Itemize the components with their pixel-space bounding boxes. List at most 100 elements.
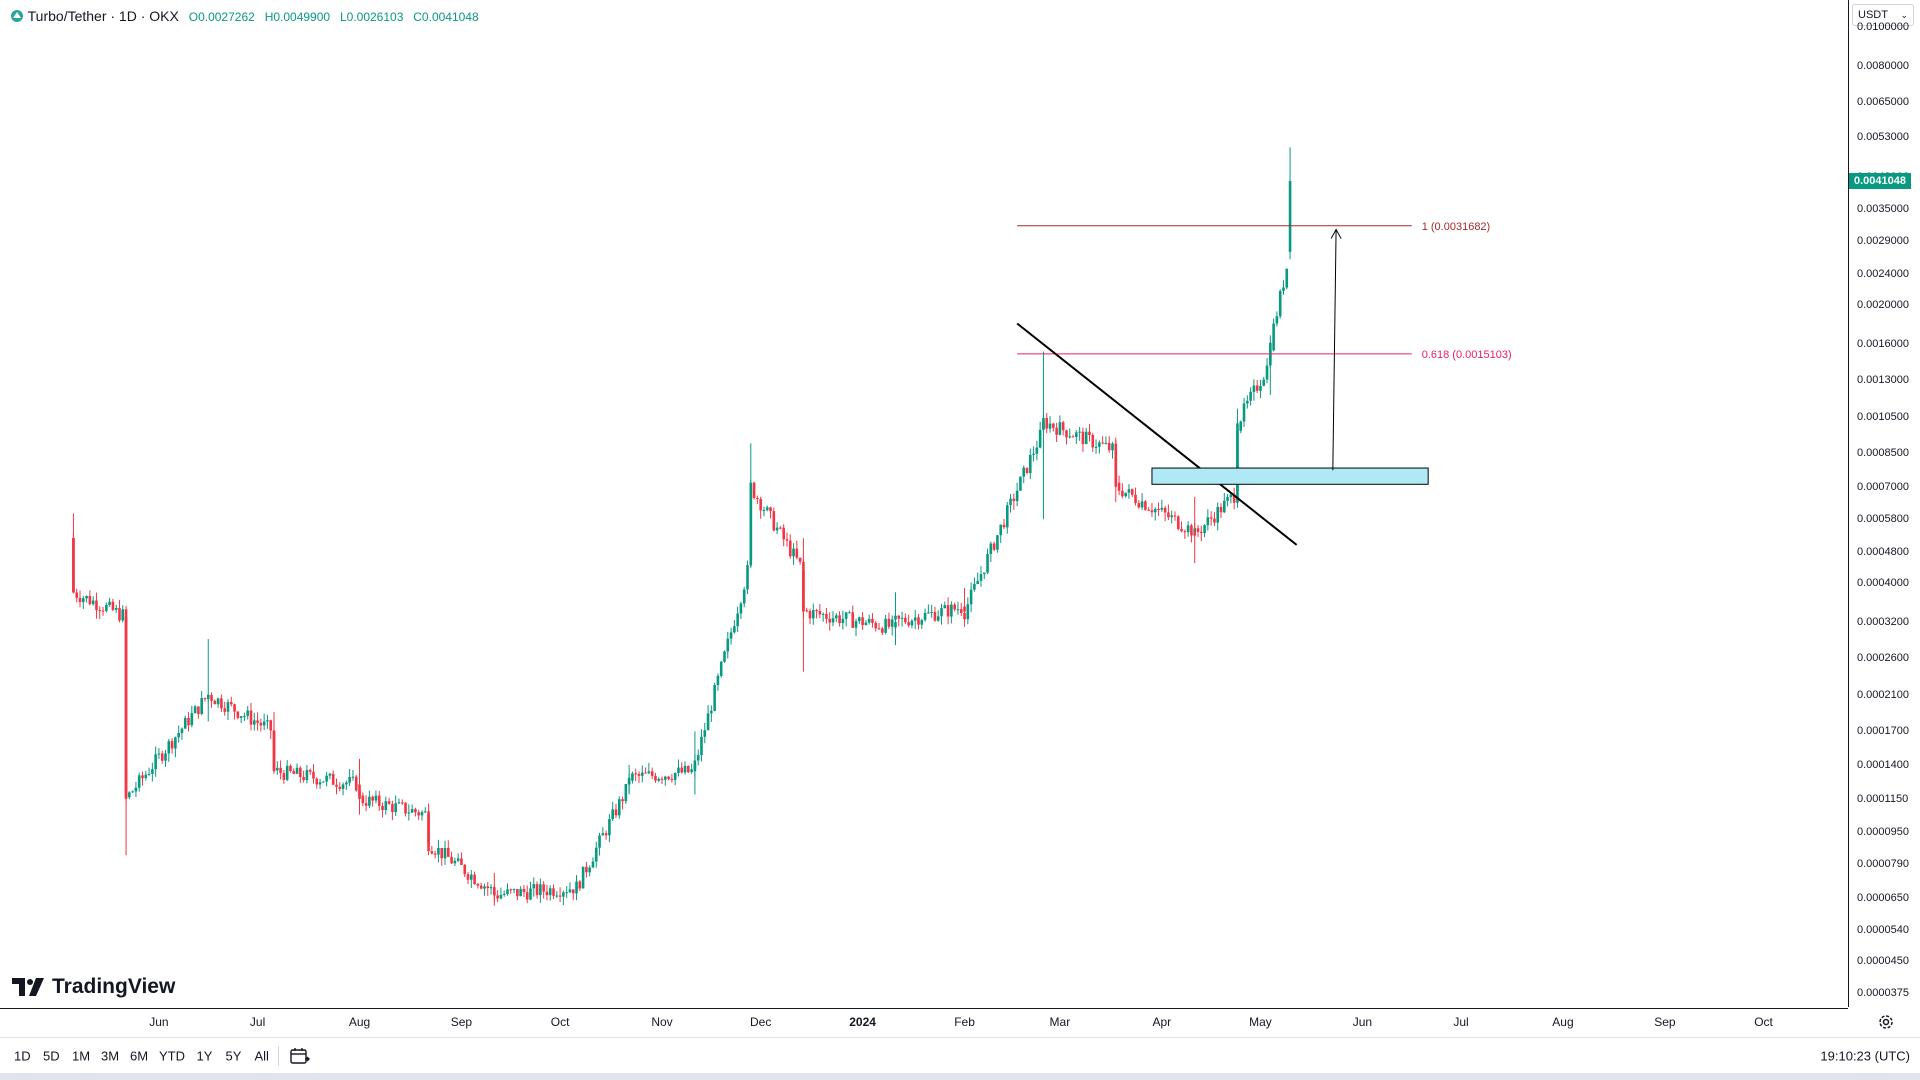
price-scale[interactable] [1848, 0, 1920, 1007]
candle [1252, 379, 1256, 401]
candle-body [769, 507, 772, 512]
candle-body [1216, 507, 1220, 523]
candle-body [450, 856, 453, 864]
candle-body [864, 622, 868, 626]
candle [299, 766, 302, 783]
candle [923, 608, 927, 622]
symbol-title[interactable]: Turbo/Tether · 1D · OKX [27, 8, 179, 24]
candle [973, 577, 976, 592]
candle-body [479, 885, 483, 889]
candle [1180, 521, 1183, 533]
candle [124, 611, 128, 856]
candle [1028, 448, 1032, 480]
candle-body [193, 706, 197, 714]
candle [1055, 422, 1058, 442]
candle [742, 586, 746, 608]
candle-body [614, 809, 618, 816]
candle [736, 606, 739, 633]
chart-pane[interactable]: 1 (0.0031682) 0.618 (0.0015103) [0, 0, 1848, 1007]
candle [1002, 518, 1006, 530]
candle-body [966, 604, 970, 620]
candle-body [650, 771, 654, 776]
candle [1015, 482, 1019, 507]
candle [1111, 441, 1114, 459]
time-scale[interactable] [0, 1008, 1848, 1037]
time-tick-label: Oct [550, 1015, 570, 1029]
candle [1088, 424, 1091, 442]
candle-body [976, 580, 979, 584]
tradingview-logo-text: TradingView [52, 975, 176, 998]
candle-body [779, 527, 782, 529]
range-button-6m[interactable]: 6M [130, 1048, 149, 1064]
candle [1104, 436, 1108, 445]
candle [1259, 379, 1262, 398]
utc-clock[interactable]: 19:10:23 (UTC) [1820, 1048, 1910, 1064]
time-tick-label: Sep [450, 1015, 473, 1029]
candle [200, 690, 203, 716]
gear-icon[interactable] [1876, 1012, 1896, 1032]
range-button-3m[interactable]: 3M [101, 1048, 120, 1064]
candle [1061, 420, 1065, 436]
candle [772, 507, 776, 532]
candle [637, 771, 641, 783]
candle [821, 612, 825, 622]
candle-body [1048, 423, 1052, 429]
candle [782, 524, 785, 547]
candle-body [989, 543, 993, 555]
candle-body [920, 620, 924, 625]
candle-body [881, 628, 884, 633]
range-button-5y[interactable]: 5Y [225, 1048, 242, 1064]
candle [128, 791, 131, 800]
candle [463, 863, 467, 878]
currency-select[interactable]: USDT ⌄ [1852, 4, 1914, 26]
candle-body [128, 792, 131, 798]
candle [345, 780, 348, 790]
tradingview-logo[interactable]: TradingView [12, 975, 175, 999]
candle [959, 602, 963, 617]
price-chart[interactable]: 1 (0.0031682) 0.618 (0.0015103) [0, 0, 1848, 1007]
candle-body [266, 720, 269, 722]
candle [1213, 512, 1216, 527]
range-button-ytd[interactable]: YTD [159, 1048, 185, 1064]
candle [331, 770, 335, 786]
candle-body [1190, 525, 1193, 536]
candle [897, 615, 901, 627]
price-tick-label: 0.0008500 [1857, 447, 1909, 460]
candle-body [759, 498, 762, 511]
candle-body [532, 884, 536, 889]
candle [992, 541, 996, 552]
calendar-icon[interactable] [289, 1046, 311, 1066]
candle-body [933, 611, 937, 621]
candle [203, 697, 207, 702]
candle-body [996, 535, 999, 550]
candle [256, 712, 259, 731]
candle-body [1009, 498, 1012, 506]
toolbar-divider [278, 1046, 279, 1066]
candle [210, 692, 213, 708]
range-button-1y[interactable]: 1Y [196, 1048, 213, 1064]
candle-body [407, 812, 411, 814]
candle-body [1045, 417, 1049, 429]
candle-body [742, 589, 746, 604]
candle [950, 601, 953, 624]
candle-body [680, 767, 684, 773]
candle-body [522, 888, 526, 893]
candle [733, 619, 736, 634]
candle-body [1219, 507, 1223, 513]
range-button-all[interactable]: All [254, 1048, 269, 1064]
candle [1084, 427, 1088, 445]
ohlc-open: O0.0027262 [188, 10, 255, 24]
candle-body [621, 799, 624, 802]
range-button-5d[interactable]: 5D [43, 1048, 60, 1064]
candle-body [190, 713, 194, 726]
candle [617, 796, 621, 819]
candle-body [1167, 512, 1170, 518]
candle [450, 851, 453, 864]
candle [101, 606, 105, 616]
candle-body [259, 722, 263, 726]
candle [1167, 504, 1170, 521]
range-button-1d[interactable]: 1D [14, 1048, 31, 1064]
candle-body [466, 874, 470, 880]
range-button-1m[interactable]: 1M [72, 1048, 91, 1064]
candle-body [1259, 385, 1262, 391]
